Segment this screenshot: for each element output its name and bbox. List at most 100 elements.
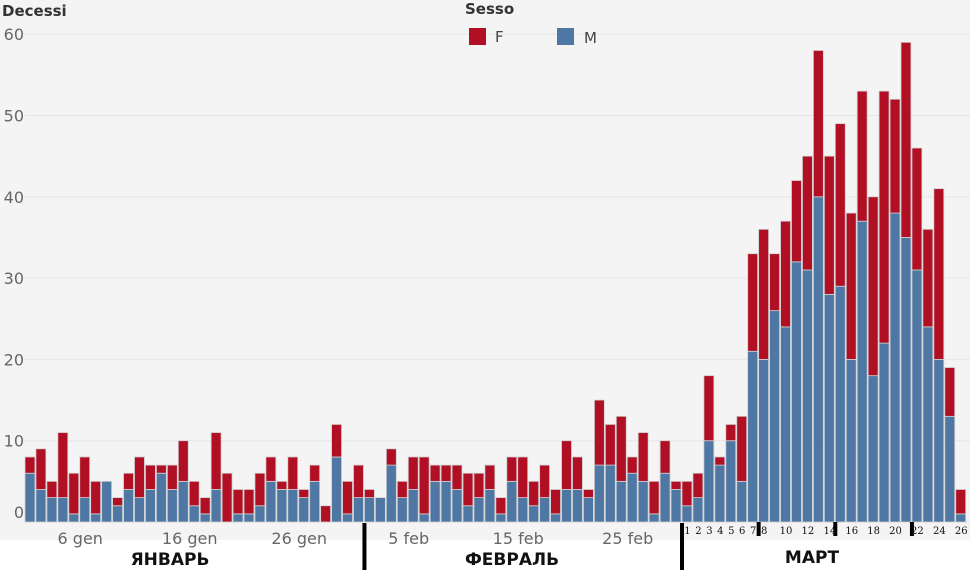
bar-f-4-mar[interactable]	[714, 456, 726, 466]
bar-f-30-gen[interactable]	[342, 480, 353, 515]
bar-f-27-gen[interactable]	[309, 464, 321, 482]
bar-f-1-mar[interactable]	[681, 480, 693, 507]
bar-f-14-gen[interactable]	[166, 464, 178, 490]
bar-f-5-mar[interactable]	[725, 424, 737, 442]
bar-m-26-feb[interactable]	[637, 480, 649, 523]
bar-f-13-feb[interactable]	[495, 497, 507, 515]
bar-f-23-gen[interactable]	[265, 456, 277, 482]
bar-m-4-feb[interactable]	[396, 497, 408, 523]
bar-m-8-gen[interactable]	[101, 480, 113, 523]
bar-m-11-gen[interactable]	[134, 497, 145, 523]
bar-m-13-mar[interactable]	[813, 196, 824, 523]
bar-f-24-mar[interactable]	[933, 188, 945, 360]
bar-m-14-feb[interactable]	[506, 480, 518, 523]
bar-f-21-gen[interactable]	[243, 489, 255, 515]
bar-f-18-mar[interactable]	[867, 196, 879, 377]
bar-m-10-gen[interactable]	[123, 489, 134, 523]
bar-f-23-feb[interactable]	[604, 424, 616, 466]
bar-m-22-mar[interactable]	[911, 269, 923, 523]
bar-m-3-gen[interactable]	[46, 497, 58, 523]
bar-m-18-mar[interactable]	[867, 375, 879, 523]
bar-f-15-mar[interactable]	[834, 123, 846, 287]
bar-f-8-mar[interactable]	[758, 228, 770, 360]
bar-m-2-gen[interactable]	[35, 489, 47, 523]
bar-m-21-feb[interactable]	[583, 497, 594, 523]
bar-m-20-gen[interactable]	[232, 513, 244, 523]
bar-m-16-mar[interactable]	[845, 358, 857, 523]
bar-f-9-mar[interactable]	[769, 253, 780, 312]
bar-m-11-feb[interactable]	[473, 497, 485, 523]
bar-f-29-gen[interactable]	[331, 424, 342, 458]
bar-m-15-gen[interactable]	[177, 480, 189, 523]
bar-m-25-feb[interactable]	[626, 472, 638, 523]
bar-f-28-feb[interactable]	[659, 440, 671, 474]
bar-m-4-gen[interactable]	[57, 497, 69, 523]
bar-m-2-feb[interactable]	[374, 497, 386, 523]
bar-f-10-mar[interactable]	[780, 220, 791, 328]
bar-f-2-gen[interactable]	[35, 448, 47, 490]
bar-m-20-mar[interactable]	[889, 212, 901, 523]
bar-f-17-mar[interactable]	[856, 90, 868, 222]
bar-f-3-mar[interactable]	[703, 375, 715, 442]
bar-f-10-gen[interactable]	[123, 472, 134, 490]
bar-m-21-gen[interactable]	[243, 513, 255, 523]
bar-f-19-mar[interactable]	[878, 90, 890, 344]
bar-f-7-mar[interactable]	[747, 253, 759, 352]
bar-m-22-feb[interactable]	[594, 464, 605, 523]
bar-f-22-feb[interactable]	[594, 399, 605, 466]
bar-f-20-gen[interactable]	[232, 489, 244, 515]
bar-m-3-mar[interactable]	[703, 440, 715, 523]
bar-m-9-gen[interactable]	[112, 505, 123, 523]
bar-m-7-feb[interactable]	[429, 480, 441, 523]
bar-m-6-feb[interactable]	[418, 513, 430, 523]
bar-m-28-feb[interactable]	[659, 472, 671, 523]
bar-m-12-mar[interactable]	[802, 269, 813, 523]
bar-f-25-feb[interactable]	[626, 456, 638, 474]
bar-f-7-gen[interactable]	[90, 480, 102, 515]
bar-m-14-gen[interactable]	[166, 489, 178, 523]
bar-m-24-mar[interactable]	[933, 358, 945, 523]
bar-m-8-mar[interactable]	[758, 358, 770, 523]
bar-m-16-feb[interactable]	[528, 505, 540, 523]
bar-f-11-feb[interactable]	[473, 472, 485, 499]
bar-f-6-gen[interactable]	[79, 456, 91, 499]
bar-f-12-feb[interactable]	[484, 464, 496, 490]
legend-swatch-f[interactable]	[469, 28, 486, 45]
bar-f-12-mar[interactable]	[802, 155, 813, 271]
bar-f-19-gen[interactable]	[221, 472, 233, 523]
bar-m-23-feb[interactable]	[604, 464, 616, 523]
bar-f-10-feb[interactable]	[462, 472, 474, 507]
bar-f-27-feb[interactable]	[648, 480, 660, 515]
bar-m-22-gen[interactable]	[254, 505, 266, 523]
bar-f-13-mar[interactable]	[813, 50, 824, 198]
bar-f-21-feb[interactable]	[583, 489, 594, 499]
bar-f-16-gen[interactable]	[188, 480, 200, 507]
bar-m-3-feb[interactable]	[385, 464, 397, 523]
bar-f-19-feb[interactable]	[561, 440, 572, 490]
bar-m-19-feb[interactable]	[561, 489, 572, 523]
bar-m-12-feb[interactable]	[484, 489, 496, 523]
bar-m-18-gen[interactable]	[210, 489, 222, 523]
bar-f-29-feb[interactable]	[670, 480, 682, 490]
bar-m-12-gen[interactable]	[145, 489, 156, 523]
bar-f-1-gen[interactable]	[24, 456, 36, 474]
bar-m-10-feb[interactable]	[462, 505, 474, 523]
bar-m-6-gen[interactable]	[79, 497, 91, 523]
bar-m-1-feb[interactable]	[364, 497, 375, 523]
bar-m-24-gen[interactable]	[276, 489, 288, 523]
bar-m-15-mar[interactable]	[834, 285, 846, 523]
bar-m-13-gen[interactable]	[155, 472, 167, 523]
bar-m-26-mar[interactable]	[955, 513, 967, 523]
bar-m-18-feb[interactable]	[550, 513, 561, 523]
bar-m-9-feb[interactable]	[451, 489, 463, 523]
bar-f-7-feb[interactable]	[429, 464, 441, 482]
bar-f-28-gen[interactable]	[320, 505, 331, 523]
bar-m-14-mar[interactable]	[823, 293, 835, 523]
bar-f-2-mar[interactable]	[692, 472, 704, 499]
bar-m-6-mar[interactable]	[736, 480, 748, 523]
bar-f-9-feb[interactable]	[451, 464, 463, 490]
bar-m-1-gen[interactable]	[24, 472, 36, 523]
bar-f-14-mar[interactable]	[823, 155, 835, 295]
bar-f-14-feb[interactable]	[506, 456, 518, 482]
legend-swatch-m[interactable]	[557, 28, 574, 45]
